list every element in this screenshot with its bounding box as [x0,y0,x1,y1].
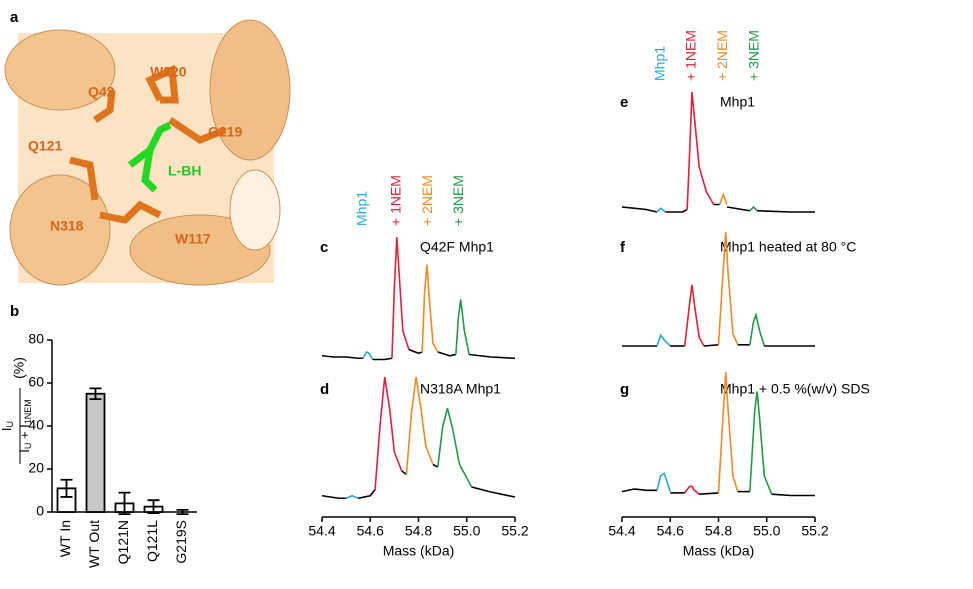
x-tick-label: G219S [173,520,189,564]
x-tick-label: 54.4 [308,523,335,539]
peak-label: + 3NEM [450,175,466,226]
y-label-unit: (%) [11,357,27,379]
panel-title: N318A Mhp1 [420,381,501,397]
residue-label: W117 [175,231,211,247]
spectrum-trace [472,487,515,497]
panel-label: c [320,239,328,256]
spectrum-trace [750,315,764,346]
y-label-text: U [5,421,15,428]
spectrum-trace [373,358,392,359]
spectrum-trace [322,496,346,499]
peak-label: + 1NEM [387,175,403,226]
spectrum-trace [699,493,718,494]
spectrum-trace [322,356,363,359]
x-tick-label: 55.2 [501,523,528,539]
peak-label: Mhp1 [354,191,370,226]
spectrum-trace [750,207,757,211]
y-tick-label: 0 [36,503,44,519]
spectrum-trace [750,392,772,495]
spectrum-trace [704,345,718,346]
x-tick-label: Q121L [144,520,160,562]
spectrum-trace [720,195,727,205]
spectrum-trace [346,496,358,499]
spectrum-trace [422,265,438,353]
panel-title: Mhp1 heated at 80 °C [720,239,856,255]
spectrum-trace [456,300,469,355]
panel-title: Mhp1 [720,94,755,110]
x-tick-label: 55.2 [801,523,828,539]
spectrum-trace [392,237,409,358]
spectrum-trace [772,494,815,495]
spectrum-trace [622,207,657,212]
spectrum-trace [438,352,456,356]
residue-label: Q121 [28,138,62,154]
y-label-part: IU [0,421,15,431]
y-label-text: + I [17,424,32,442]
spectrum-trace [409,350,422,354]
residue-label: G219 [208,124,242,140]
spectrum-trace [757,211,815,212]
residue-label: W220 [150,64,187,80]
spectrum-trace [657,335,670,346]
x-tick-label: 54.4 [608,523,635,539]
spectrum-trace [469,355,515,359]
panel-label: a [10,9,19,26]
residue-label: N318 [50,218,84,234]
y-tick-label: 80 [28,331,44,347]
peak-label: Mhp1 [651,46,667,81]
x-tick-label: Q121N [115,520,131,564]
spectrum-trace [358,490,375,499]
spectrum-trace [363,352,373,360]
x-tick-label: 55.0 [453,523,480,539]
x-tick-label: 54.6 [657,523,684,539]
spectrum-trace [657,208,665,212]
panel-label: g [620,381,629,398]
x-tick-label: 54.6 [357,523,384,539]
panel-title: Q42F Mhp1 [420,239,494,255]
peak-label: + 3NEM [745,30,761,81]
x-axis-label: Mass (kDa) [383,543,455,559]
x-tick-label: WT In [57,520,73,557]
panel-title: Mhp1 + 0.5 %(w/v) SDS [720,381,870,397]
panel-label: d [320,381,329,398]
spectrum-trace [622,489,657,492]
x-tick-label: 54.8 [405,523,432,539]
spectrum-trace [687,92,714,210]
spectrum-trace [727,207,750,211]
spectrum-trace [665,210,687,213]
panel-label: e [620,94,628,111]
peak-label: + 2NEM [714,30,730,81]
peak-label: + 1NEM [683,30,699,81]
spectrum-trace [438,408,472,487]
residue-label: Q42 [88,84,115,100]
y-label-text: 1NEM [23,399,33,424]
y-tick-label: 60 [28,374,44,390]
figure: a Q42 W220 G219 Q121 N318 W117 L-BH b 0 20… [0,0,973,584]
panel-label: f [620,239,626,256]
x-axis-label: Mass (kDa) [683,543,755,559]
spectrum-trace [657,473,670,491]
x-tick-label: 54.8 [705,523,732,539]
helix [230,170,280,250]
peak-label: + 2NEM [419,175,435,226]
spectrum-trace [375,377,402,490]
panel-label: b [10,303,19,320]
spectrum-trace [685,486,699,494]
bar [87,394,105,512]
x-tick-label: WT Out [86,520,102,568]
y-tick-label: 20 [28,460,44,476]
ligand-label: L-BH [168,163,201,179]
spectrum-trace [685,285,704,346]
x-tick-label: 55.0 [753,523,780,539]
